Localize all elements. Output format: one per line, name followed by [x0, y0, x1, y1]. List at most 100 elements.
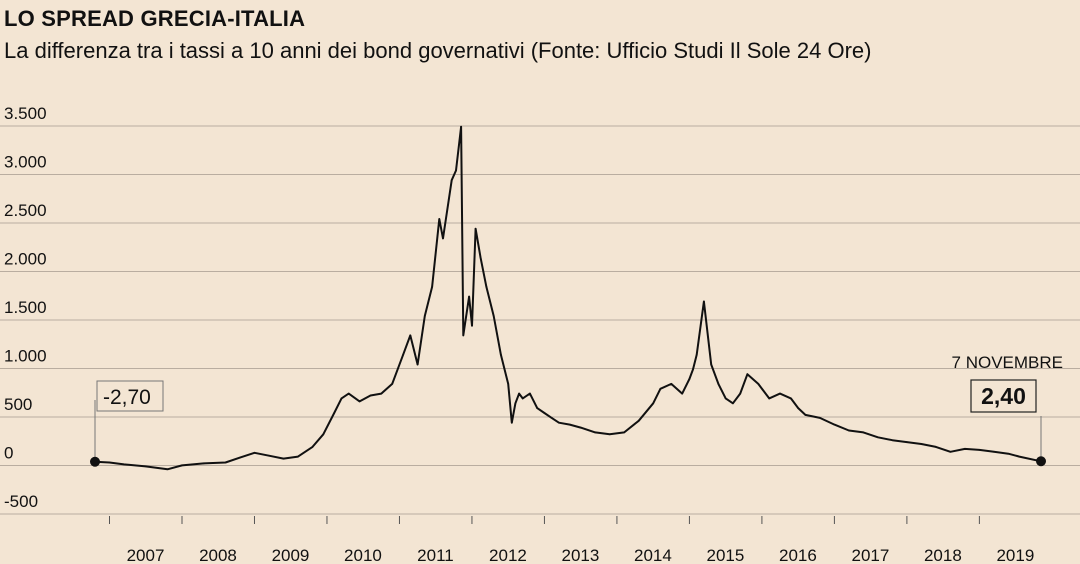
data-point — [949, 451, 952, 453]
chart-subtitle: La differenza tra i tassi a 10 anni dei … — [4, 38, 872, 63]
data-point — [819, 417, 821, 419]
y-tick-label: -500 — [4, 492, 38, 511]
x-tick-label: 2015 — [707, 546, 745, 564]
data-point — [485, 286, 488, 288]
data-point — [550, 417, 553, 419]
data-point — [579, 426, 582, 429]
data-point — [935, 446, 937, 448]
data-point — [594, 431, 596, 434]
data-point — [521, 397, 524, 400]
data-point — [409, 334, 412, 337]
data-point — [964, 448, 966, 450]
series-line — [94, 125, 1042, 471]
y-axis-tick-labels: 3.500 3.000 2.500 2.000 1.500 1.000 500 0 -500 — [4, 104, 47, 511]
data-point — [447, 198, 450, 201]
data-point — [333, 412, 336, 414]
data-point — [1018, 455, 1021, 458]
data-point — [757, 383, 760, 385]
y-tick-label: 2.000 — [4, 250, 47, 269]
data-point — [369, 394, 372, 397]
data-point — [518, 392, 520, 395]
y-tick-label: 2.500 — [4, 201, 47, 220]
data-point — [804, 414, 807, 416]
data-point — [479, 257, 482, 259]
data-point — [471, 324, 473, 327]
x-tick-label: 2019 — [996, 546, 1034, 564]
data-point — [790, 397, 792, 400]
data-point — [500, 354, 502, 356]
data-point — [416, 363, 419, 366]
end-point-marker — [1036, 456, 1046, 467]
data-point — [347, 392, 350, 395]
data-point — [732, 402, 734, 405]
start-value-box — [96, 380, 164, 412]
x-tick-label: 2017 — [851, 546, 889, 564]
data-point — [848, 429, 850, 432]
x-tick-label: 2014 — [634, 546, 672, 564]
end-value-label: 2,40 — [981, 383, 1026, 409]
data-point — [717, 383, 720, 385]
x-tick-label: 2010 — [344, 546, 382, 564]
data-point — [688, 378, 691, 380]
end-value-box — [970, 379, 1037, 413]
chart-title: LO SPREAD GRECIA-ITALIA — [4, 6, 306, 31]
data-point — [978, 449, 981, 451]
data-point — [692, 368, 694, 371]
data-point — [380, 392, 383, 395]
data-point — [514, 402, 517, 405]
data-point — [340, 397, 343, 400]
data-point — [431, 286, 433, 288]
data-point — [492, 315, 495, 317]
data-point — [268, 454, 270, 457]
y-tick-label: 500 — [4, 395, 32, 414]
annotations: -2,70 7 NOVEMBRE 2,40 — [90, 353, 1063, 467]
data-point — [652, 402, 654, 405]
data-point — [460, 126, 462, 128]
data-point — [710, 363, 712, 366]
data-point — [920, 443, 923, 445]
data-point — [297, 455, 299, 458]
y-tick-label: 0 — [4, 444, 13, 463]
data-point — [877, 436, 879, 439]
data-point — [608, 433, 611, 436]
x-tick-label: 2013 — [562, 546, 600, 564]
data-point — [144, 465, 147, 468]
data-point — [558, 421, 560, 424]
data-point — [703, 300, 705, 303]
x-tick-label: 2012 — [489, 546, 527, 564]
end-date-label: 7 NOVEMBRE — [952, 353, 1063, 372]
data-point — [239, 456, 241, 459]
data-point — [468, 295, 470, 298]
data-point — [474, 227, 477, 230]
data-point — [322, 433, 325, 436]
data-point — [695, 354, 698, 356]
x-axis-ticks: 2007 2008 2009 2010 2011 2012 2013 2014 2015 2016… — [108, 516, 1034, 564]
data-point — [282, 457, 285, 460]
data-point — [681, 392, 683, 395]
data-point — [993, 451, 995, 453]
data-point — [623, 431, 625, 434]
grid-lines — [0, 125, 1080, 515]
data-point — [670, 383, 673, 385]
data-point — [536, 407, 538, 409]
data-point — [891, 439, 894, 441]
series-line-layer — [94, 125, 1042, 471]
data-point — [862, 431, 865, 434]
y-tick-label: 3.000 — [4, 153, 47, 172]
data-point — [123, 463, 125, 466]
data-point — [659, 387, 662, 390]
data-point — [1007, 452, 1010, 455]
data-point — [202, 462, 205, 465]
data-point — [438, 218, 441, 220]
x-tick-label: 2018 — [924, 546, 962, 564]
data-point — [311, 446, 314, 448]
x-tick-label: 2016 — [779, 546, 817, 564]
data-point — [181, 464, 183, 467]
y-tick-label: 1.500 — [4, 298, 47, 317]
x-tick-label: 2007 — [127, 546, 165, 564]
data-point — [543, 412, 546, 414]
start-value-label: -2,70 — [103, 386, 151, 409]
data-point — [768, 397, 770, 400]
x-tick-label: 2011 — [417, 546, 454, 564]
